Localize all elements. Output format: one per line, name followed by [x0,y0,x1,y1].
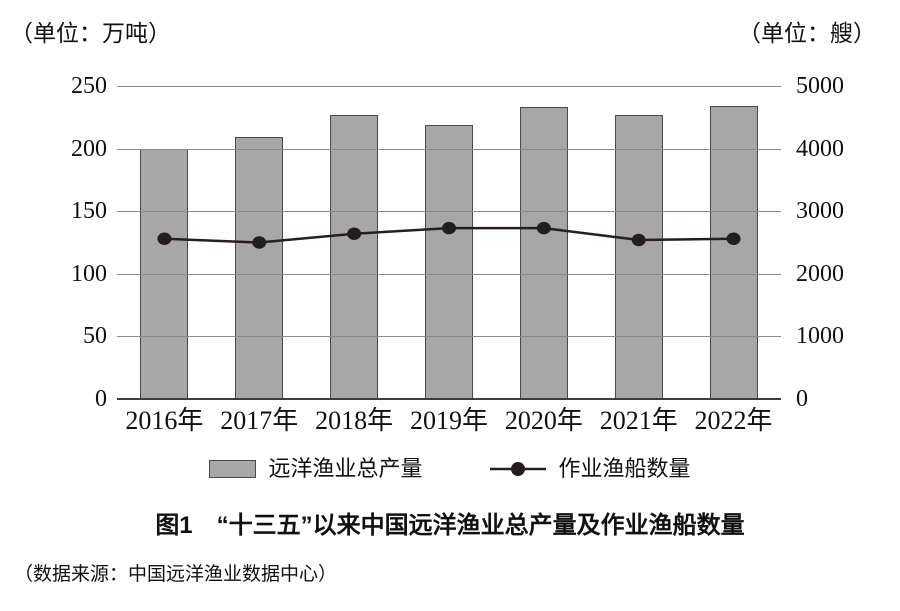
x-tick-label-2022年: 2022年 [694,406,773,435]
left-tick-label-0: 0 [95,386,107,412]
legend-item-vessels: 作业渔船数量 [489,454,691,484]
x-tick-label-2020年: 2020年 [504,406,583,435]
bar-2019年 [425,124,473,399]
gridline-250 [117,86,781,87]
right-tick-label-3000: 3000 [796,198,844,225]
left-tick-label-150: 150 [71,198,107,225]
x-tick-label-2021年: 2021年 [599,406,678,435]
left-tick-label-50: 50 [83,323,107,350]
x-axis-line [117,398,781,400]
bar-2022年 [709,106,758,399]
bar-2018年 [330,114,379,399]
legend: 远洋渔业总产量 作业渔船数量 [0,454,900,484]
line-series-symbol-icon [489,462,546,476]
right-tick-label-1000: 1000 [796,323,844,350]
figure-title: 图1 “十三五”以来中国远洋渔业总产量及作业渔船数量 [155,512,745,539]
x-tick-label-2019年: 2019年 [409,406,488,435]
x-tick-label-2018年: 2018年 [315,406,394,435]
bar-2020年 [519,107,568,399]
legend-label-production: 远洋渔业总产量 [268,456,423,481]
x-tick-label-2017年: 2017年 [220,406,299,435]
left-tick-label-100: 100 [71,260,107,287]
legend-label-vessels: 作业渔船数量 [558,456,691,481]
gridline-200 [117,148,781,150]
legend-item-production: 远洋渔业总产量 [209,454,423,484]
right-tick-label-4000: 4000 [796,135,844,162]
left-tick-label-250: 250 [71,73,107,99]
left-axis-unit-label: （单位：万吨） [10,21,171,46]
left-tick-label-200: 200 [71,135,107,162]
gridline-100 [117,273,781,275]
right-tick-label-2000: 2000 [796,260,844,287]
right-tick-label-0: 0 [796,386,808,412]
bar-2016年 [140,148,189,399]
bar-series-swatch-icon [209,460,257,478]
gridline-150 [117,211,781,213]
bar-2017年 [235,137,284,399]
right-tick-label-5000: 5000 [796,73,844,99]
figure-source: （数据来源：中国远洋渔业数据中心） [14,564,338,585]
bar-2021年 [614,114,663,399]
x-tick-label-2016年: 2016年 [125,406,204,435]
gridline-50 [117,336,781,338]
right-axis-unit-label: （单位：艘） [738,21,876,46]
